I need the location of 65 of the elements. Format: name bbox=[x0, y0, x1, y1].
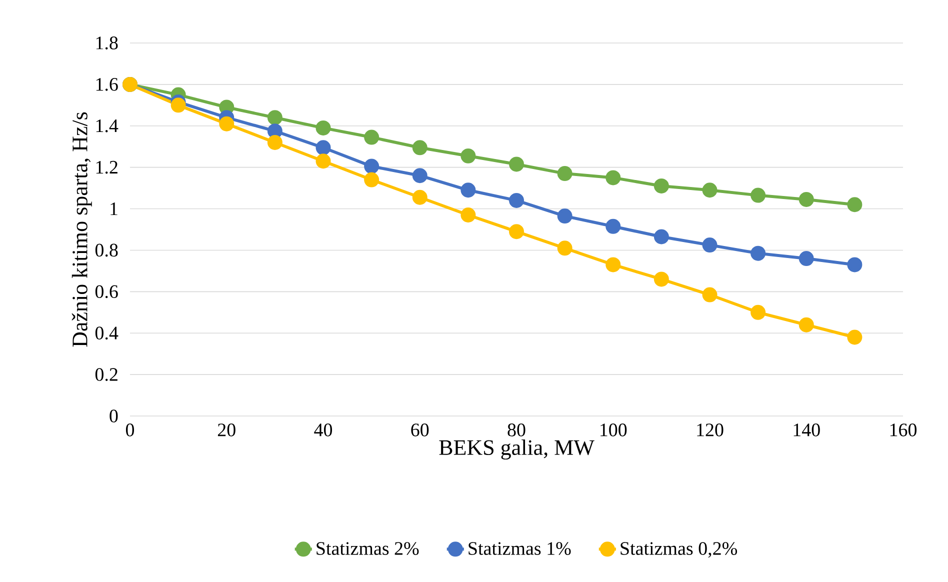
point bbox=[412, 190, 428, 205]
point bbox=[750, 188, 766, 203]
point bbox=[750, 304, 766, 320]
x-tick-label: 120 bbox=[697, 424, 724, 436]
y-tick-label: 0.4 bbox=[95, 326, 118, 340]
point bbox=[460, 148, 476, 164]
y-tick-label: 1.2 bbox=[96, 160, 118, 174]
x-tick-label: 0 bbox=[126, 424, 134, 436]
point bbox=[509, 224, 524, 240]
point bbox=[606, 170, 621, 186]
point bbox=[847, 197, 862, 212]
point bbox=[654, 178, 669, 194]
y-tick-label: 1.4 bbox=[96, 119, 118, 132]
y-tick-label: 0.2 bbox=[95, 368, 118, 382]
x-tick-label: 100 bbox=[600, 424, 627, 436]
point bbox=[219, 116, 234, 132]
point bbox=[316, 154, 331, 169]
y-tick-label: 0.8 bbox=[95, 244, 118, 257]
y-tick-label: 1.8 bbox=[96, 36, 118, 50]
point bbox=[750, 246, 766, 261]
point bbox=[267, 124, 282, 139]
x-tick-label: 60 bbox=[411, 424, 429, 436]
x-tick-label: 80 bbox=[508, 424, 526, 436]
point bbox=[316, 140, 331, 156]
point bbox=[557, 208, 572, 224]
point bbox=[364, 172, 380, 188]
point bbox=[267, 134, 282, 150]
x-tick-label: 40 bbox=[314, 424, 332, 436]
point bbox=[702, 182, 718, 198]
y-tick-label: 0 bbox=[110, 410, 118, 422]
point bbox=[267, 110, 282, 126]
point bbox=[654, 229, 669, 244]
point bbox=[654, 272, 669, 287]
point bbox=[606, 257, 621, 272]
legend-label: Statizmas 1% bbox=[468, 542, 571, 555]
point bbox=[798, 251, 814, 266]
point bbox=[509, 156, 524, 172]
y-tick-label: 1 bbox=[110, 202, 118, 216]
point bbox=[460, 182, 476, 198]
point bbox=[412, 168, 428, 184]
point bbox=[412, 140, 428, 156]
x-tick-label: 20 bbox=[218, 424, 236, 436]
point bbox=[364, 130, 380, 145]
point bbox=[509, 192, 524, 208]
x-tick-label: 160 bbox=[890, 424, 917, 436]
y-tick-label: 1.6 bbox=[96, 78, 118, 91]
x-axis-title: BEKS galia, MW bbox=[439, 440, 594, 460]
point bbox=[460, 207, 476, 222]
point bbox=[847, 257, 862, 272]
point bbox=[170, 98, 186, 113]
point bbox=[316, 120, 331, 136]
point bbox=[847, 330, 862, 345]
legend-label: Statizmas 2% bbox=[316, 542, 419, 555]
point bbox=[557, 240, 572, 256]
legend-label: Statizmas 0,2% bbox=[620, 542, 738, 558]
x-tick-label: 140 bbox=[794, 424, 820, 436]
point bbox=[606, 218, 621, 234]
point bbox=[798, 192, 814, 207]
point bbox=[364, 158, 380, 174]
point bbox=[702, 238, 718, 253]
point bbox=[557, 166, 572, 182]
point bbox=[798, 317, 814, 332]
y-axis-title: Dažnio kitimo sparta, Hz/s bbox=[72, 112, 92, 347]
y-tick-label: 0.6 bbox=[95, 285, 118, 298]
point bbox=[702, 287, 718, 302]
